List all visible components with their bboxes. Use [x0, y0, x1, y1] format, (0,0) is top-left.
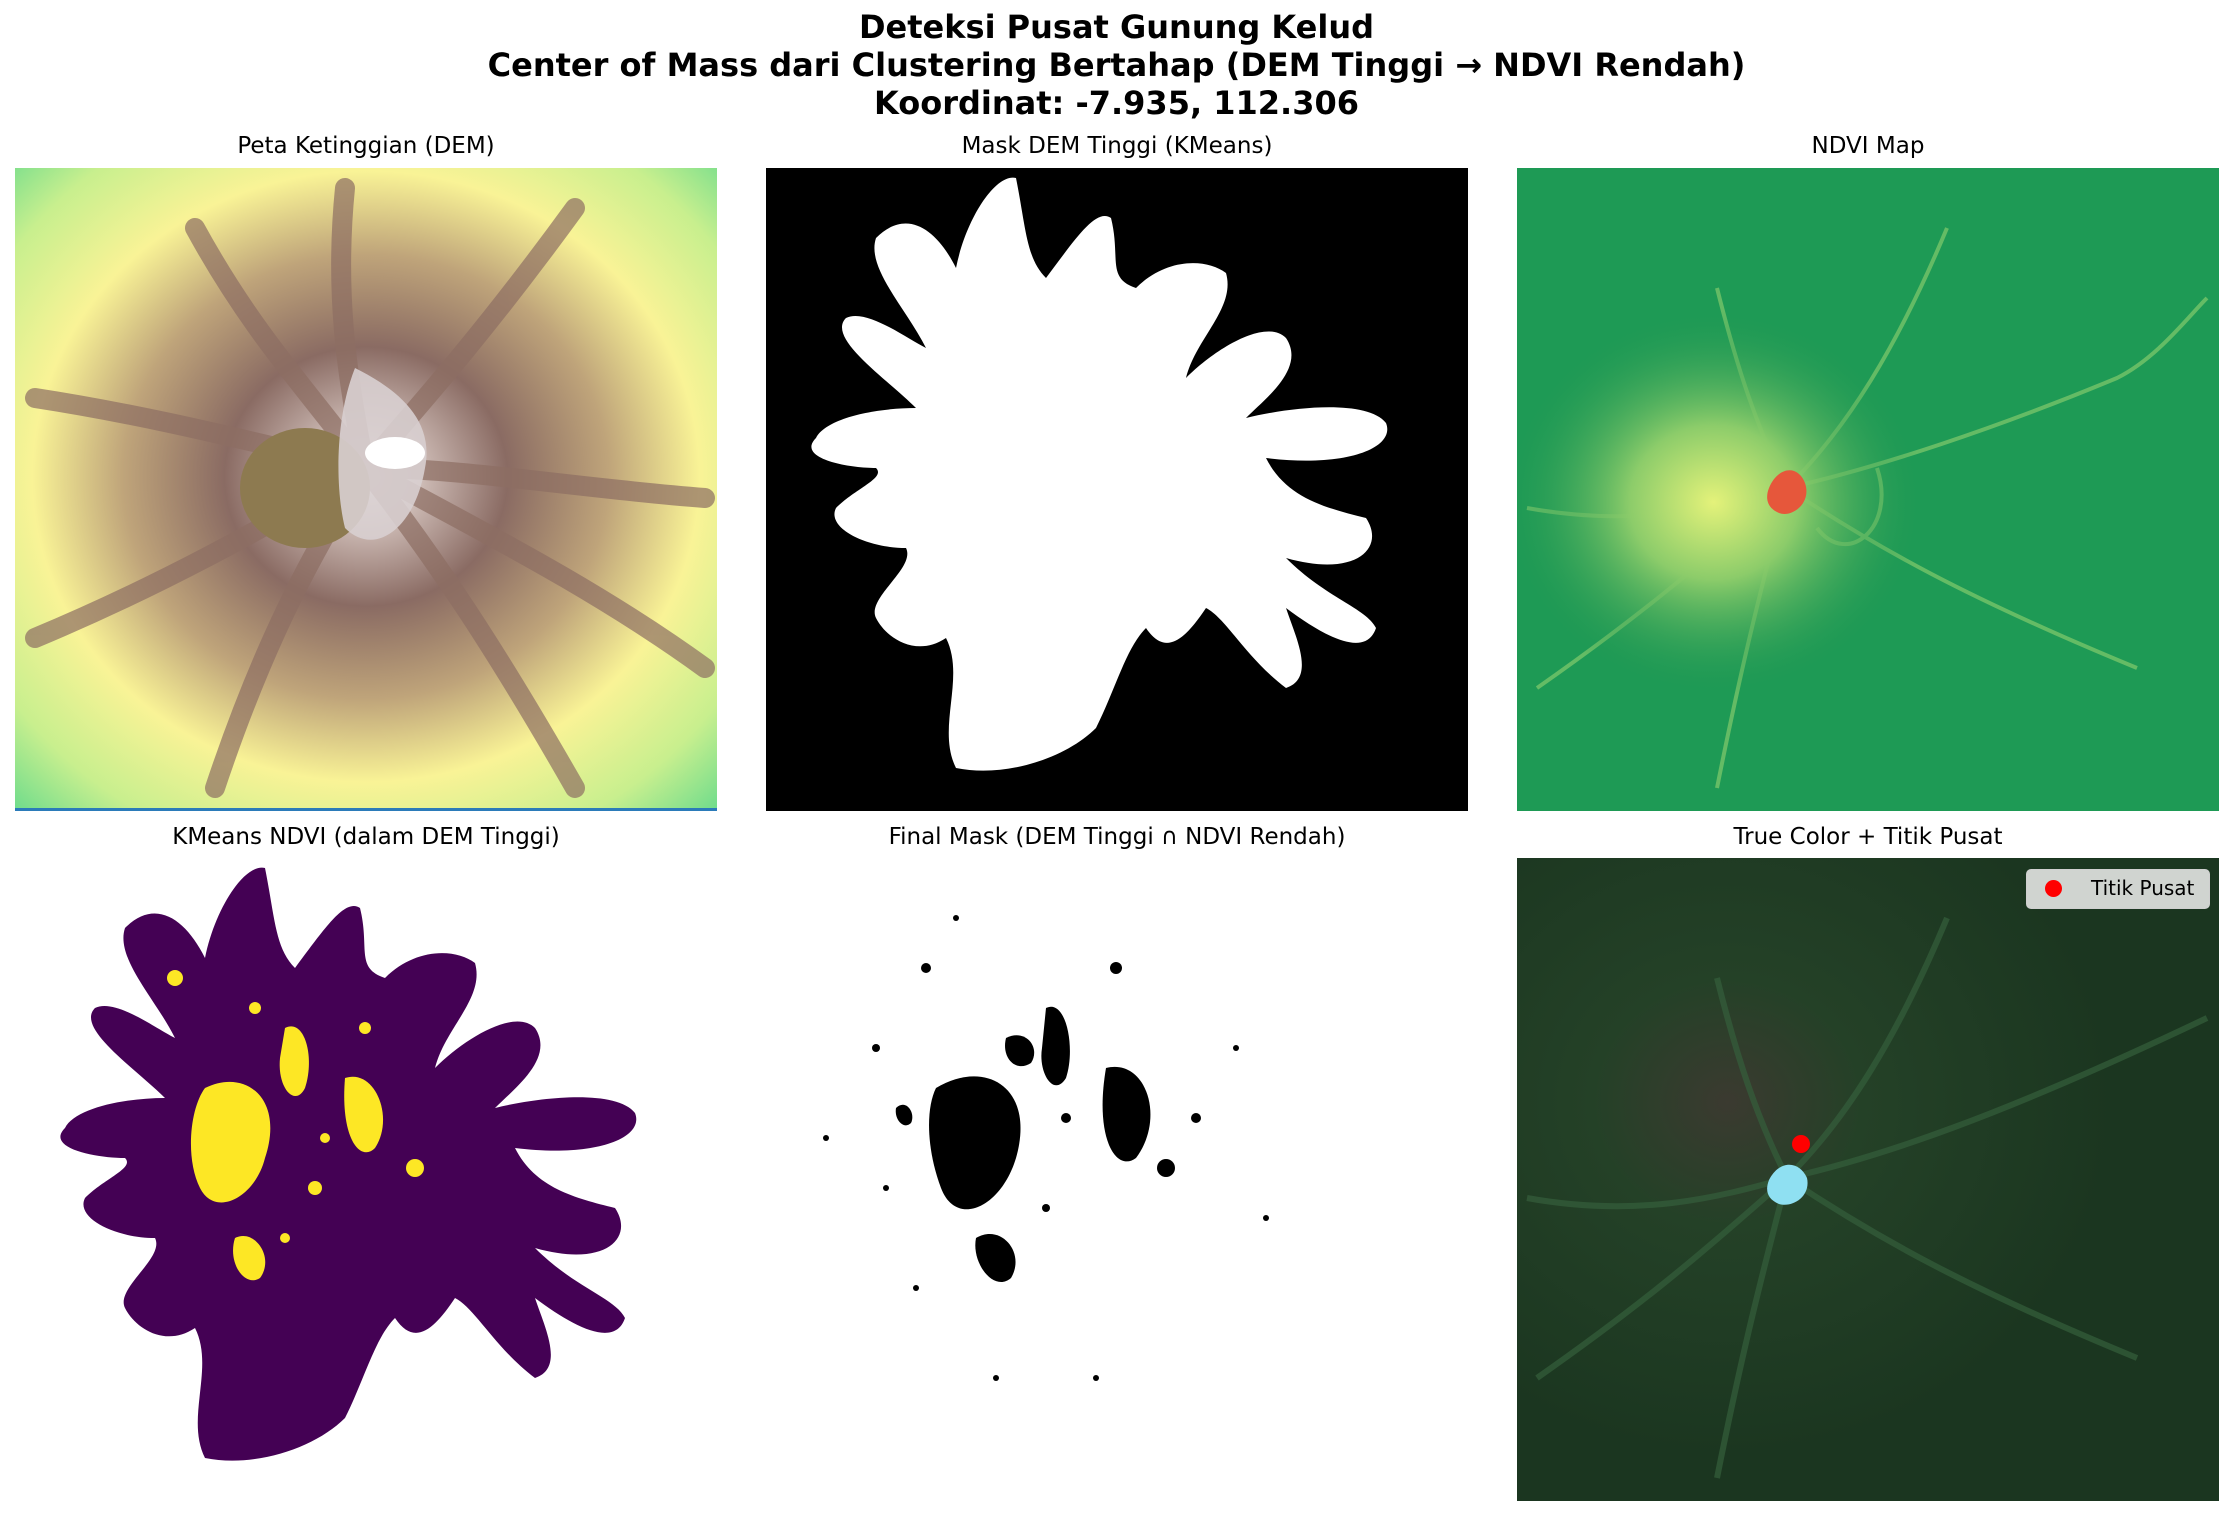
legend-label: Titik Pusat: [2091, 876, 2195, 900]
final-mask: [766, 858, 1468, 1501]
panel-title-final-mask: Final Mask (DEM Tinggi ∩ NDVI Rendah): [888, 824, 1346, 850]
kmeans-ndvi-clusters: [15, 858, 717, 1501]
high-dem-binary-mask: [766, 168, 1468, 811]
center-point-marker: [1792, 1135, 1810, 1153]
legend-marker-icon: [2045, 880, 2062, 897]
figure-title-line3: Koordinat: -7.935, 112.306: [873, 84, 1359, 122]
figure-title-line2: Center of Mass dari Clustering Bertahap …: [487, 46, 1746, 84]
ndvi-map: [1517, 168, 2219, 811]
true-color-with-center-point: [1517, 858, 2219, 1501]
panel-title-kmeans-ndvi: KMeans NDVI (dalam DEM Tinggi): [172, 824, 560, 850]
panel-title-dem-mask: Mask DEM Tinggi (KMeans): [961, 133, 1273, 159]
dem-elevation-map: [15, 168, 717, 811]
legend: Titik Pusat: [2026, 869, 2210, 909]
panel-title-dem: Peta Ketinggian (DEM): [237, 133, 495, 159]
panel-title-ndvi: NDVI Map: [1811, 133, 1925, 159]
panel-title-true-color: True Color + Titik Pusat: [1733, 824, 2003, 850]
figure-title-line1: Deteksi Pusat Gunung Kelud: [858, 8, 1375, 46]
